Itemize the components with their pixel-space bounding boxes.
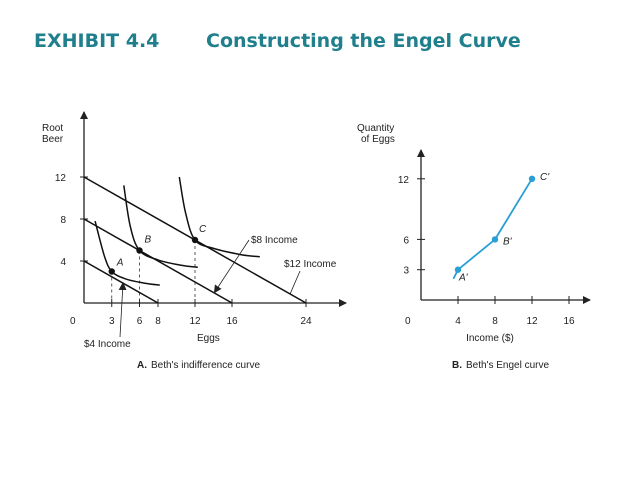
budget-line — [83, 260, 159, 304]
panel-a-x-tick-label: 6 — [137, 316, 143, 327]
panel-a-point — [191, 236, 199, 244]
panel-b-y-tick-label: 3 — [403, 266, 409, 277]
engel-curve-point — [528, 175, 536, 182]
indifference-curve — [178, 176, 260, 258]
engel-curve-line — [452, 178, 533, 280]
annotation-pointer — [289, 270, 301, 294]
panel-a-x-tick-label: 3 — [109, 316, 115, 327]
exhibit-label: EXHIBIT 4.4 — [34, 30, 160, 52]
panel-a-point-label: A — [116, 258, 124, 269]
panel-b-y-tick-label: 12 — [398, 175, 410, 186]
indifference-curve — [123, 185, 198, 269]
panel-a-caption-letter: A. — [137, 360, 147, 371]
panel-a-point — [108, 268, 115, 275]
panel-b-y-tick-label: 6 — [403, 235, 409, 246]
engel-curve-point — [491, 236, 499, 243]
panel-b-x-tick-label: 4 — [455, 316, 461, 327]
panel-a-y-tick-label: 8 — [60, 215, 66, 226]
page-title: EXHIBIT 4.4 Constructing the Engel Curve — [34, 30, 521, 52]
indifference-curve — [94, 220, 160, 286]
panel-b-x-tick-label: 12 — [526, 316, 538, 327]
panel-a-x-tick-label: 24 — [300, 316, 312, 327]
engel-curve-point-label: A' — [458, 273, 469, 284]
panel-a-caption: Beth's indifference curve — [151, 360, 260, 371]
exhibit-title: Constructing the Engel Curve — [206, 30, 521, 52]
engel-curve-point-label: C' — [540, 172, 550, 183]
panel-b-x-axis-label: Income ($) — [466, 333, 514, 344]
panel-a-y-axis-label: Beer — [42, 134, 64, 145]
panel-a-x-axis-label: Eggs — [197, 333, 220, 344]
panel-a-x-tick-label: 16 — [226, 316, 238, 327]
panel-a-y-axis-label: Root — [42, 123, 63, 134]
income-annotation: $8 Income — [251, 235, 298, 246]
panel-a-point-label: C — [199, 224, 207, 235]
income-annotation: $12 Income — [284, 259, 337, 270]
engel-curve-point-label: B' — [503, 236, 513, 247]
panel-b-caption: Beth's Engel curve — [466, 360, 550, 371]
panel-b-y-axis-label: of Eggs — [361, 134, 395, 145]
income-annotation: $4 Income — [84, 339, 131, 350]
panel-a-y-tick-label: 4 — [60, 257, 66, 268]
panel-a-x-tick-label: 8 — [155, 316, 161, 327]
panel-b-x-tick-label: 8 — [492, 316, 498, 327]
panel-a-origin-label: 0 — [70, 316, 76, 327]
annotation-pointer — [213, 239, 250, 294]
engel-curve-point — [454, 266, 462, 273]
panel-a-point-label: B — [145, 235, 152, 246]
panel-b-caption-letter: B. — [452, 360, 462, 371]
annotation-pointer — [118, 282, 127, 338]
panel-b-x-tick-label: 16 — [563, 316, 575, 327]
panel-a-x-tick-label: 12 — [189, 316, 201, 327]
panel-a-y-tick-label: 12 — [55, 173, 67, 184]
budget-line — [83, 218, 233, 304]
panel-a-point — [136, 247, 143, 254]
panel-b-y-axis-label: Quantity — [357, 123, 394, 134]
panel-b-origin-label: 0 — [405, 316, 411, 327]
